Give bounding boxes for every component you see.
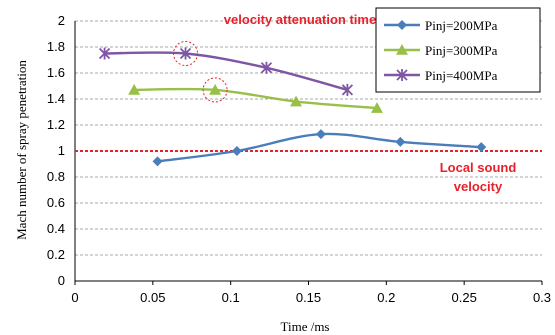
data-point	[476, 142, 487, 153]
series-3	[98, 47, 354, 96]
series-layer	[98, 47, 487, 167]
data-point	[341, 83, 354, 96]
x-tick-labels: 0 0.05 0.1 0.15 0.2 0.25 0.3	[71, 281, 551, 305]
y-tick-label: 1.6	[47, 65, 65, 80]
y-tick-label: 2	[58, 13, 65, 28]
data-point	[290, 95, 303, 107]
series-line	[104, 51, 348, 92]
y-tick-label: 1	[58, 143, 65, 158]
x-tick-label: 0.25	[452, 290, 477, 305]
series-line	[157, 132, 482, 163]
data-point	[98, 47, 111, 60]
annotation-circles	[173, 41, 228, 103]
legend-marker	[397, 20, 407, 30]
data-point	[179, 47, 192, 60]
data-point	[152, 156, 163, 167]
x-tick-label: 0.15	[296, 290, 321, 305]
annotation-text: velocity attenuation time	[224, 12, 376, 27]
reference-label-line2: velocity	[454, 179, 503, 194]
y-tick-label: 1.4	[47, 91, 65, 106]
legend-item: Pinj=400MPa	[384, 68, 498, 83]
annotation-circle	[173, 41, 199, 66]
x-tick-label: 0.1	[222, 290, 240, 305]
legend-item: Pinj=300MPa	[384, 43, 498, 58]
data-point	[209, 83, 222, 95]
legend-marker	[396, 69, 408, 81]
series-line	[134, 87, 378, 110]
data-point	[370, 102, 383, 113]
y-tick-label: 0.4	[47, 221, 65, 236]
y-tick-label: 0.6	[47, 195, 65, 210]
annotation-circle	[202, 77, 228, 103]
legend-label: Pinj=300MPa	[425, 43, 498, 58]
y-axis-title: Mach number of spray penetration	[14, 60, 29, 240]
data-point	[395, 136, 406, 147]
legend-label: Pinj=400MPa	[425, 68, 498, 83]
data-point	[260, 61, 273, 74]
legend: Pinj=200MPa Pinj=300MPa Pinj=400MPa	[375, 7, 541, 93]
legend-item: Pinj=200MPa	[384, 18, 498, 33]
x-tick-label: 0.05	[140, 290, 165, 305]
legend-marker	[396, 44, 408, 55]
x-axis-title: Time /ms	[280, 319, 329, 334]
data-point	[128, 83, 141, 95]
series-2	[128, 83, 383, 113]
y-tick-label: 1.2	[47, 117, 65, 132]
y-tick-label: 0.2	[47, 247, 65, 262]
series-1	[152, 129, 487, 167]
x-tick-label: 0.3	[533, 290, 551, 305]
x-tick-label: 0	[71, 290, 78, 305]
x-tick-label: 0.2	[377, 290, 395, 305]
data-point	[315, 129, 326, 140]
y-tick-label: 0.8	[47, 169, 65, 184]
legend-label: Pinj=200MPa	[425, 18, 498, 33]
y-tick-label: 0	[58, 273, 65, 288]
y-tick-labels: 0 0.2 0.4 0.6 0.8 1 1.2 1.4 1.6 1.8 2	[47, 13, 65, 288]
data-point	[231, 146, 242, 156]
reference-label-line1: Local sound	[440, 160, 517, 175]
y-tick-label: 1.8	[47, 39, 65, 54]
